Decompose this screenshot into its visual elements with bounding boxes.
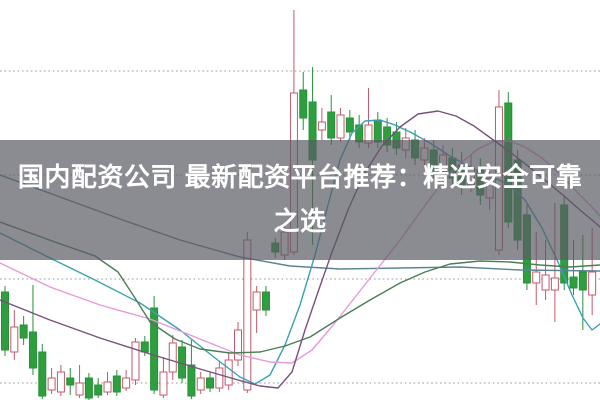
headline-banner: 国内配资公司 最新配资平台推荐：精选安全可靠 之选 [0,140,600,260]
headline-line-2: 之选 [273,206,327,236]
headline-line-1: 国内配资公司 最新配资平台推荐：精选安全可靠 [17,162,583,192]
